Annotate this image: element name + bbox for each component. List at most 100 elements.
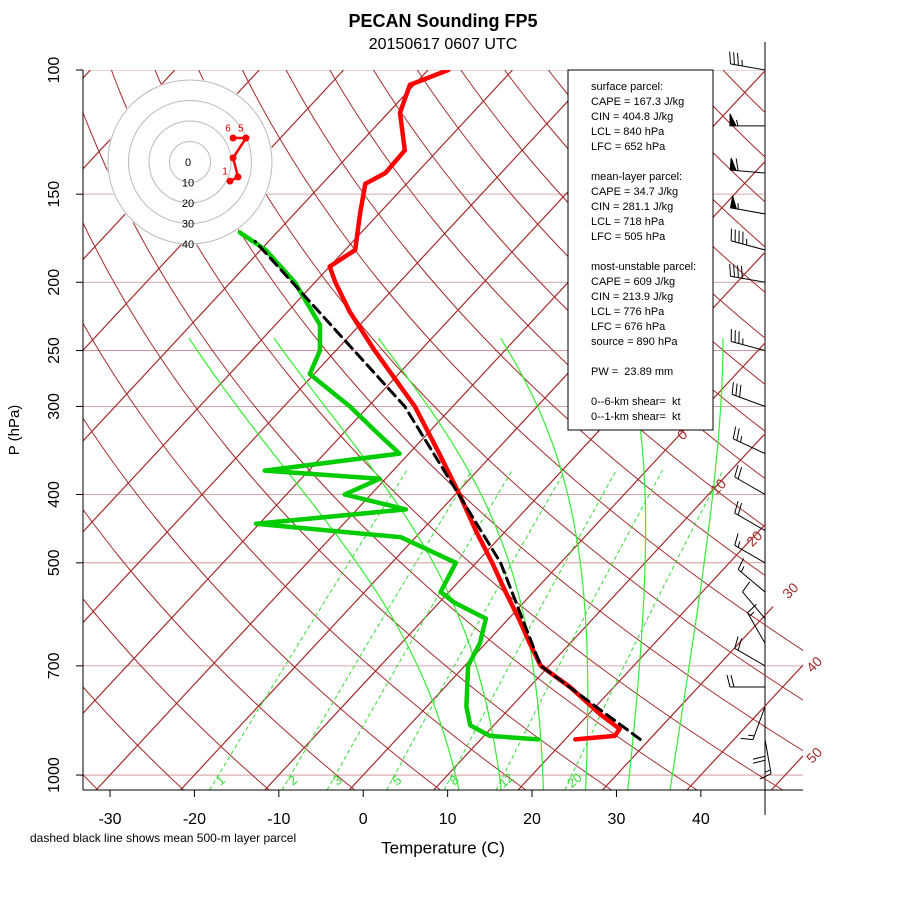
stats-line: CAPE = 167.3 J/kg xyxy=(591,96,684,108)
parcel-line xyxy=(253,239,642,741)
stats-line: CAPE = 609 J/kg xyxy=(591,276,675,288)
dry-adiabat xyxy=(83,70,356,790)
x-tick-label: 20 xyxy=(523,811,541,828)
stats-line: LFC = 505 hPa xyxy=(591,231,666,243)
stats-line: CIN = 404.8 J/kg xyxy=(591,111,673,123)
dry-adiabat xyxy=(83,70,270,790)
stats-line: LCL = 718 hPa xyxy=(591,216,665,228)
dry-adiabat xyxy=(416,70,803,790)
dry-adiabat xyxy=(83,70,527,790)
stats-line: most-unstable parcel: xyxy=(591,261,696,273)
wind-barb xyxy=(729,157,766,174)
y-axis-label: P (hPa) xyxy=(6,405,23,456)
mixing-ratio-line xyxy=(443,469,617,790)
wind-barb xyxy=(734,464,766,495)
stats-line: LFC = 652 hPa xyxy=(591,141,666,153)
isotherm xyxy=(180,70,803,790)
hodograph-point-label: 5 xyxy=(238,124,244,135)
stats-line: LCL = 776 hPa xyxy=(591,306,665,318)
y-tick-label: 400 xyxy=(46,481,63,508)
y-tick-label: 300 xyxy=(46,393,63,420)
wind-barb xyxy=(737,558,766,593)
isotherm xyxy=(686,70,803,790)
hodograph-ring-label: 0 xyxy=(185,157,191,169)
hodograph-ring-label: 20 xyxy=(182,198,194,210)
hodograph-ring xyxy=(148,120,232,204)
sounding-line xyxy=(327,70,622,742)
hodograph-ring xyxy=(169,141,211,183)
wind-barb xyxy=(731,382,766,407)
hodograph-point xyxy=(229,134,237,142)
wind-barb xyxy=(734,501,766,531)
wind-barb xyxy=(734,636,766,667)
dry-adiabat xyxy=(460,70,803,790)
stats-line: CIN = 281.1 J/kg xyxy=(591,201,673,213)
moist-adiabat xyxy=(669,338,724,790)
hodograph-point xyxy=(226,177,234,185)
wind-barb xyxy=(729,195,766,215)
y-tick-label: 1000 xyxy=(46,757,63,793)
y-tick-label: 100 xyxy=(46,57,63,84)
moist-adiabat xyxy=(500,337,589,790)
wind-barb xyxy=(732,426,766,455)
x-tick-label: 10 xyxy=(439,811,457,828)
mixing-ratio-line xyxy=(281,469,473,790)
moist-adiabat xyxy=(188,337,460,790)
y-tick-label: 200 xyxy=(46,269,63,296)
chart-subtitle: 20150617 0607 UTC xyxy=(369,36,518,53)
dry-adiabat xyxy=(83,70,612,790)
sounding-line xyxy=(237,230,541,742)
stats-line: PW = 23.89 mm xyxy=(591,366,673,378)
x-tick-label: 30 xyxy=(608,811,626,828)
wind-barb xyxy=(747,603,766,644)
stats-line: CIN = 213.9 J/kg xyxy=(591,291,673,303)
y-tick-label: 250 xyxy=(46,337,63,364)
wind-barb xyxy=(759,739,772,780)
dry-adiabat xyxy=(241,70,803,790)
overlay: 1001502002503004005007001000010203040501… xyxy=(46,51,825,828)
stats-line: CAPE = 34.7 J/kg xyxy=(591,186,678,198)
isotherm xyxy=(83,70,513,790)
wind-barb xyxy=(729,51,766,71)
wind-barb xyxy=(740,706,766,741)
wind-barb xyxy=(752,725,766,764)
stats-line: LCL = 840 hPa xyxy=(591,126,665,138)
x-axis-label: Temperature (C) xyxy=(381,838,505,857)
x-tick-label: 40 xyxy=(692,811,710,828)
hodograph-ring-label: 40 xyxy=(182,239,194,251)
hodograph-ring xyxy=(128,100,252,224)
stats-line: mean-layer parcel: xyxy=(591,171,682,183)
moist-adiabat xyxy=(621,337,647,790)
mixing-ratio-line xyxy=(386,469,566,790)
stats-line: source = 890 hPa xyxy=(591,336,678,348)
chart-title: PECAN Sounding FP5 xyxy=(349,11,538,31)
x-tick-label: 0 xyxy=(359,811,368,828)
wind-barb xyxy=(729,263,766,283)
x-tick-label: -20 xyxy=(183,811,206,828)
hodograph-ring-label: 10 xyxy=(182,177,194,189)
hodograph-background xyxy=(107,79,273,245)
wind-barb xyxy=(730,329,766,352)
stats-line: LFC = 676 hPa xyxy=(591,321,666,333)
hodograph-point xyxy=(229,154,237,162)
isotherm xyxy=(602,70,803,790)
hodograph-point-label: 6 xyxy=(225,124,231,135)
wind-barb xyxy=(729,113,766,127)
isotherm xyxy=(517,70,803,790)
wind-barb xyxy=(726,674,766,688)
footnote: dashed black line shows mean 500-m layer… xyxy=(30,831,296,845)
mixing-ratio-line xyxy=(326,469,513,790)
dry-adiabat xyxy=(635,70,803,790)
x-tick-label: -30 xyxy=(98,811,121,828)
isotherm xyxy=(83,70,598,790)
y-tick-label: 150 xyxy=(46,181,63,208)
y-tick-label: 700 xyxy=(46,652,63,679)
wind-barb xyxy=(734,533,766,564)
hodograph-ring-label: 30 xyxy=(182,218,194,230)
hodograph-point xyxy=(242,134,250,142)
hodograph-ring xyxy=(107,79,273,245)
stats-line: 0--6-km shear= kt xyxy=(591,396,681,408)
hodograph-point xyxy=(234,173,242,181)
